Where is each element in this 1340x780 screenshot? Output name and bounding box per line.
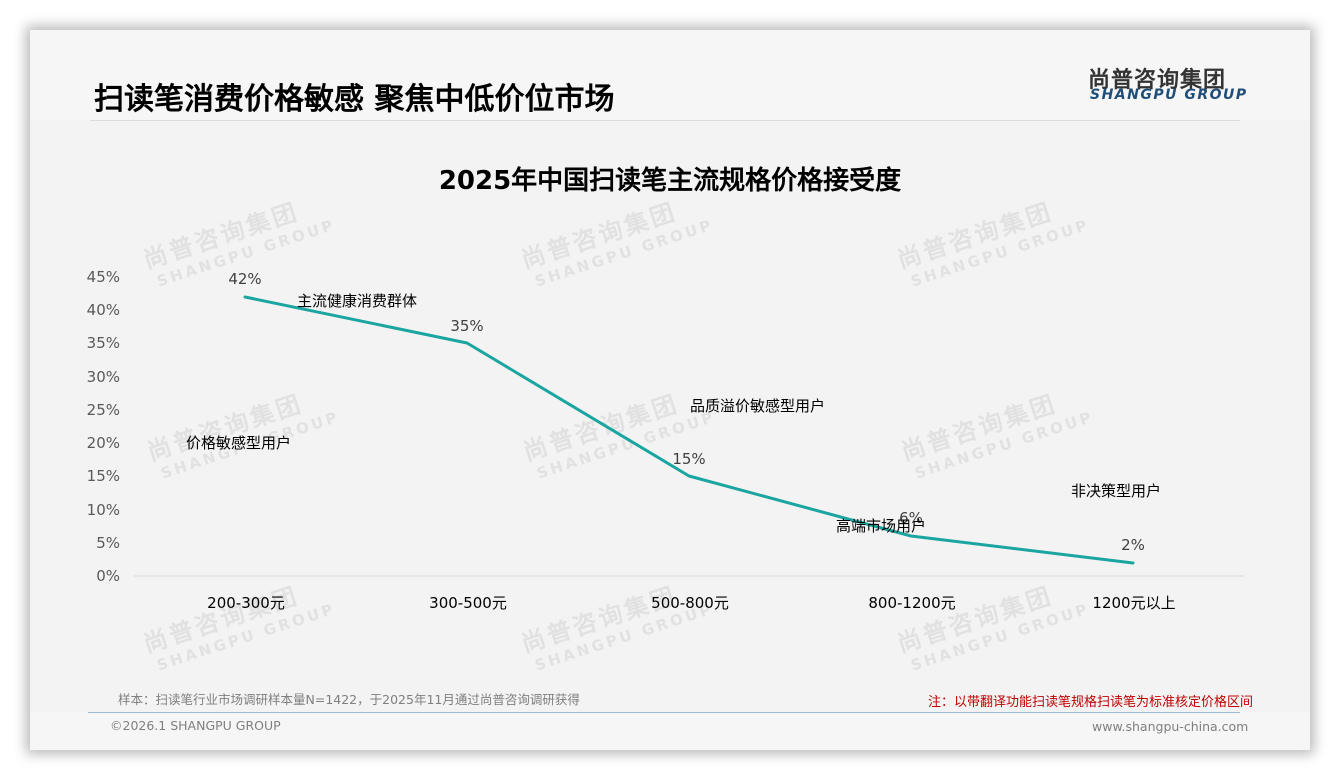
y-tick: 0% xyxy=(96,567,120,585)
footer-divider xyxy=(88,712,1240,713)
title-divider xyxy=(90,120,1240,121)
copyright: ©2026.1 SHANGPU GROUP xyxy=(110,718,281,733)
x-tick: 300-500元 xyxy=(429,594,507,612)
x-axis-ticks: 200-300元 300-500元 500-800元 800-1200元 120… xyxy=(207,594,1175,612)
page-title: 扫读笔消费价格敏感 聚焦中低价位市场 xyxy=(94,82,615,117)
annotation-mainstream: 主流健康消费群体 xyxy=(297,292,417,310)
y-tick: 15% xyxy=(87,467,120,485)
annotation-price-sensitive: 价格敏感型用户 xyxy=(186,434,291,452)
annotation-non-decision: 非决策型用户 xyxy=(1071,482,1161,500)
x-tick: 1200元以上 xyxy=(1092,594,1175,612)
y-tick: 45% xyxy=(87,268,120,286)
data-label: 2% xyxy=(1121,536,1145,554)
y-tick: 20% xyxy=(87,434,120,452)
x-tick: 500-800元 xyxy=(651,594,729,612)
x-tick: 200-300元 xyxy=(207,594,285,612)
y-tick: 10% xyxy=(87,501,120,519)
segment-annotations: 价格敏感型用户 主流健康消费群体 品质溢价敏感型用户 高端市场用户 非决策型用户 xyxy=(186,292,1161,535)
data-label: 42% xyxy=(228,270,261,288)
y-tick: 30% xyxy=(87,368,120,386)
y-tick: 5% xyxy=(96,534,120,552)
source-note: 样本：扫读笔行业市场调研样本量N=1422，于2025年11月通过尚普咨询调研获… xyxy=(118,692,580,707)
y-tick: 35% xyxy=(87,334,120,352)
header-band xyxy=(30,30,1310,120)
x-tick: 800-1200元 xyxy=(868,594,955,612)
data-label: 35% xyxy=(450,317,483,335)
y-tick: 40% xyxy=(87,301,120,319)
slide: 扫读笔消费价格敏感 聚焦中低价位市场 尚普咨询集团 SHANGPU GROUP … xyxy=(30,30,1310,750)
data-label: 15% xyxy=(672,450,705,468)
annotation-high-end: 高端市场用户 xyxy=(836,517,926,535)
footer-band xyxy=(30,712,1310,750)
logo-english: SHANGPU GROUP xyxy=(1090,87,1248,103)
chart-title: 2025年中国扫读笔主流规格价格接受度 xyxy=(438,166,902,196)
annotation-quality-premium: 品质溢价敏感型用户 xyxy=(690,397,825,415)
line-chart: 0% 5% 10% 15% 20% 25% 30% 35% 40% 45% 42… xyxy=(87,268,1244,612)
y-axis-ticks: 0% 5% 10% 15% 20% 25% 30% 35% 40% 45% xyxy=(87,268,120,585)
data-label: 6% xyxy=(899,509,923,527)
data-labels: 42% 35% 15% 6% 2% xyxy=(228,270,1145,554)
price-range-note: 注：以带翻译功能扫读笔规格扫读笔为标准核定价格区间 xyxy=(928,695,1254,710)
y-tick: 25% xyxy=(87,401,120,419)
website-link[interactable]: www.shangpu-china.com xyxy=(1092,719,1249,734)
series-line xyxy=(243,295,1135,565)
logo-chinese: 尚普咨询集团 xyxy=(1088,68,1227,93)
